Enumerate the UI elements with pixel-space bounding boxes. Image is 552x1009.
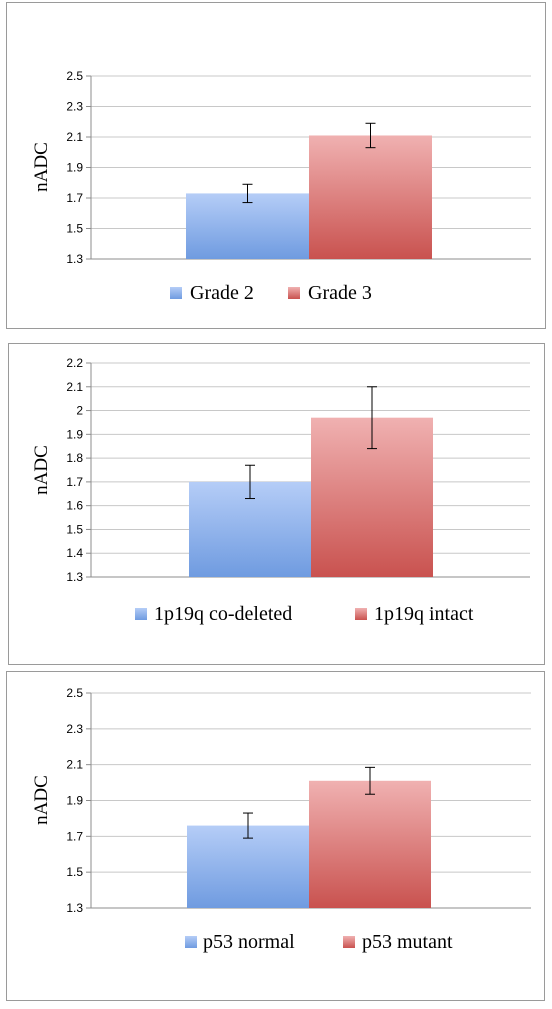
legend-label: p53 normal bbox=[203, 931, 295, 953]
y-tick-label: 2.1 bbox=[66, 758, 83, 772]
y-tick-label: 2.1 bbox=[66, 130, 83, 144]
y-tick-label: 2.5 bbox=[66, 69, 83, 83]
y-axis-label: nADC bbox=[31, 445, 52, 495]
y-tick-label: 2.3 bbox=[66, 100, 83, 114]
legend-swatch bbox=[135, 608, 147, 620]
y-tick-label: 1.7 bbox=[66, 191, 83, 205]
y-axis-label: nADC bbox=[31, 142, 52, 192]
y-tick-label: 1.9 bbox=[66, 794, 83, 808]
chart-grade: 2.5 2.3 2.1 1.9 1.7 1.5 1.3 Grade 2 Grade 3 nADC bbox=[31, 69, 531, 304]
y-tick-label: 2.5 bbox=[66, 686, 83, 700]
y-tick-label: 1.9 bbox=[66, 161, 83, 175]
y-tick-label: 1.3 bbox=[66, 570, 83, 584]
y-tick-label: 1.8 bbox=[66, 451, 83, 465]
y-tick-label: 2 bbox=[76, 404, 83, 418]
y-tick-label: 1.9 bbox=[66, 427, 83, 441]
legend-swatch bbox=[185, 936, 197, 948]
chart-panel-1p19q: 2.2 2.1 2 1.9 1.8 1.7 1.6 1.5 1.4 1.3 1p19q co-del… bbox=[8, 343, 545, 665]
y-tick-label: 1.3 bbox=[66, 901, 83, 915]
y-tick-label: 1.3 bbox=[66, 252, 83, 266]
y-tick-label: 2.2 bbox=[66, 356, 83, 370]
legend-label: Grade 3 bbox=[308, 282, 372, 304]
bar-blue bbox=[186, 193, 309, 259]
y-tick-label: 1.4 bbox=[66, 546, 83, 560]
legend-label: 1p19q intact bbox=[374, 603, 474, 625]
bar-blue bbox=[187, 825, 309, 908]
y-tick-label: 1.5 bbox=[66, 865, 83, 879]
y-tick-label: 2.3 bbox=[66, 722, 83, 736]
legend-swatch bbox=[170, 287, 182, 299]
legend-swatch bbox=[343, 936, 355, 948]
y-axis-label: nADC bbox=[31, 775, 52, 825]
bar-red bbox=[309, 135, 432, 259]
chart-p53: 2.5 2.3 2.1 1.9 1.7 1.5 1.3 p53 normal p53 mutan… bbox=[31, 686, 531, 953]
legend-swatch bbox=[288, 287, 300, 299]
y-tick-label: 1.5 bbox=[66, 522, 83, 536]
y-tick-label: 1.7 bbox=[66, 829, 83, 843]
chart-1p19q: 2.2 2.1 2 1.9 1.8 1.7 1.6 1.5 1.4 1.3 1p19q co-del… bbox=[31, 356, 530, 625]
y-tick-label: 1.5 bbox=[66, 222, 83, 236]
bar-red bbox=[309, 780, 431, 908]
y-tick-label: 1.7 bbox=[66, 475, 83, 489]
legend-label: Grade 2 bbox=[190, 282, 254, 304]
legend-swatch bbox=[355, 608, 367, 620]
legend-label: p53 mutant bbox=[362, 931, 453, 953]
y-tick-label: 1.6 bbox=[66, 499, 83, 513]
legend-label: 1p19q co-deleted bbox=[154, 603, 292, 625]
chart-panel-p53: 2.5 2.3 2.1 1.9 1.7 1.5 1.3 p53 normal p53 mutan… bbox=[6, 671, 545, 1001]
chart-panel-grade: 2.5 2.3 2.1 1.9 1.7 1.5 1.3 Grade 2 Grade 3 nADC bbox=[6, 2, 546, 329]
y-tick-label: 2.1 bbox=[66, 380, 83, 394]
